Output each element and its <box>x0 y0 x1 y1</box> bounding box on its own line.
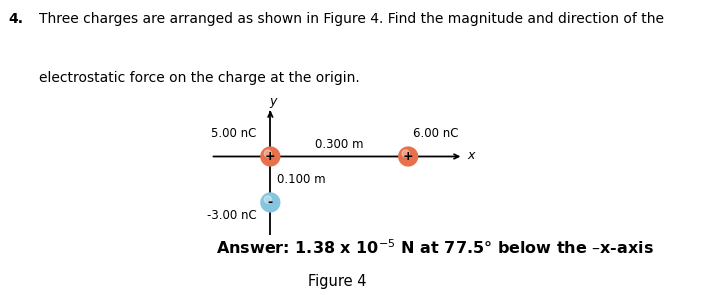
Text: -3.00 nC: -3.00 nC <box>207 209 256 222</box>
Text: 6.00 nC: 6.00 nC <box>413 127 458 140</box>
Text: 4.: 4. <box>8 12 23 26</box>
Text: Three charges are arranged as shown in Figure 4. Find the magnitude and directio: Three charges are arranged as shown in F… <box>39 12 663 26</box>
Text: Figure 4: Figure 4 <box>307 274 366 289</box>
Circle shape <box>398 146 418 167</box>
Text: +: + <box>403 150 413 163</box>
Text: -: - <box>267 196 273 209</box>
Text: y: y <box>269 95 277 108</box>
Text: 5.00 nC: 5.00 nC <box>211 127 256 140</box>
Circle shape <box>264 150 272 157</box>
Text: electrostatic force on the charge at the origin.: electrostatic force on the charge at the… <box>39 71 359 85</box>
Circle shape <box>402 150 409 157</box>
Text: 0.100 m: 0.100 m <box>277 173 326 186</box>
Text: x: x <box>467 149 475 162</box>
Text: Answer: 1.38 x 10$^{-5}$ N at 77.5° below the –x-axis: Answer: 1.38 x 10$^{-5}$ N at 77.5° belo… <box>216 238 654 257</box>
Text: +: + <box>265 150 276 163</box>
Circle shape <box>264 196 272 203</box>
Circle shape <box>260 146 280 167</box>
Circle shape <box>260 192 280 213</box>
Text: 0.300 m: 0.300 m <box>315 137 364 150</box>
